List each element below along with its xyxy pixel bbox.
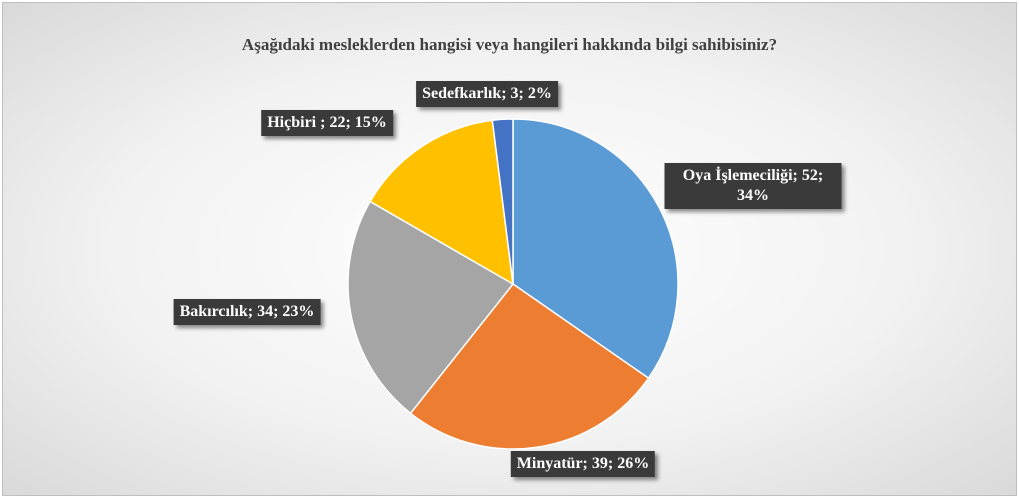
data-label: Sedefkarlık; 3; 2% (416, 81, 558, 107)
pie-slice (347, 200, 515, 415)
chart-title: Aşağıdaki mesleklerden hangisi veya hang… (241, 35, 778, 54)
data-label: Bakırcılık; 34; 23% (173, 299, 321, 325)
data-label: Minyatür; 39; 26% (510, 451, 656, 477)
pie-slice (369, 119, 514, 286)
data-label: Hiçbiri ; 22; 15% (261, 110, 393, 136)
pie-area (347, 118, 679, 450)
pie-slice (512, 118, 679, 380)
pie-slice (409, 282, 650, 450)
pie-slice (491, 118, 514, 285)
data-label: Oya İşlemeciliği; 52; 34% (664, 163, 842, 209)
